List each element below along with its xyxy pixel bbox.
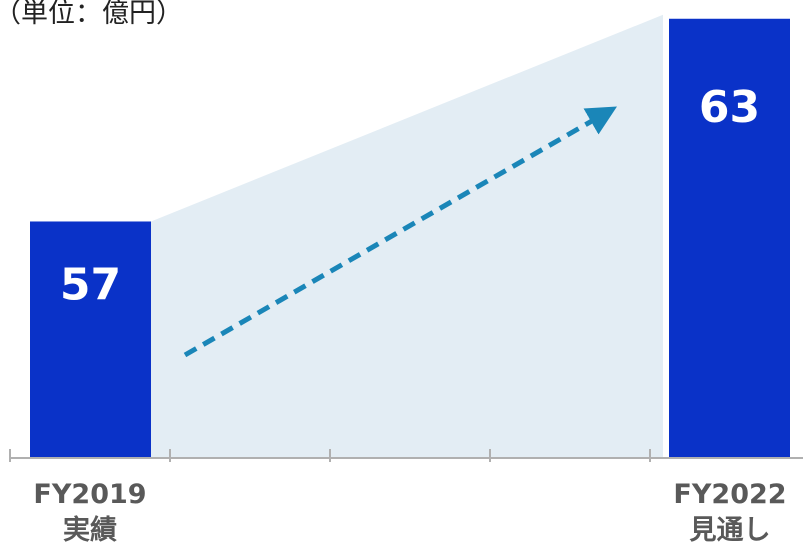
category-label-fy2022: FY2022 <box>673 479 786 510</box>
bar-fy2022 <box>669 18 790 459</box>
bar-fy2019 <box>30 221 151 458</box>
growth-band <box>151 14 663 459</box>
unit-label: （単位：億円） <box>0 0 183 29</box>
category-sublabel-fy2022: 見通し <box>690 515 771 546</box>
category-label-fy2019: FY2019 <box>33 479 146 510</box>
category-sublabel-fy2019: 実績 <box>63 514 117 546</box>
x-axis <box>9 449 803 462</box>
value-label-fy2019: 57 <box>60 259 121 310</box>
trend-arrow <box>183 106 618 358</box>
value-label-fy2022: 63 <box>699 82 760 133</box>
